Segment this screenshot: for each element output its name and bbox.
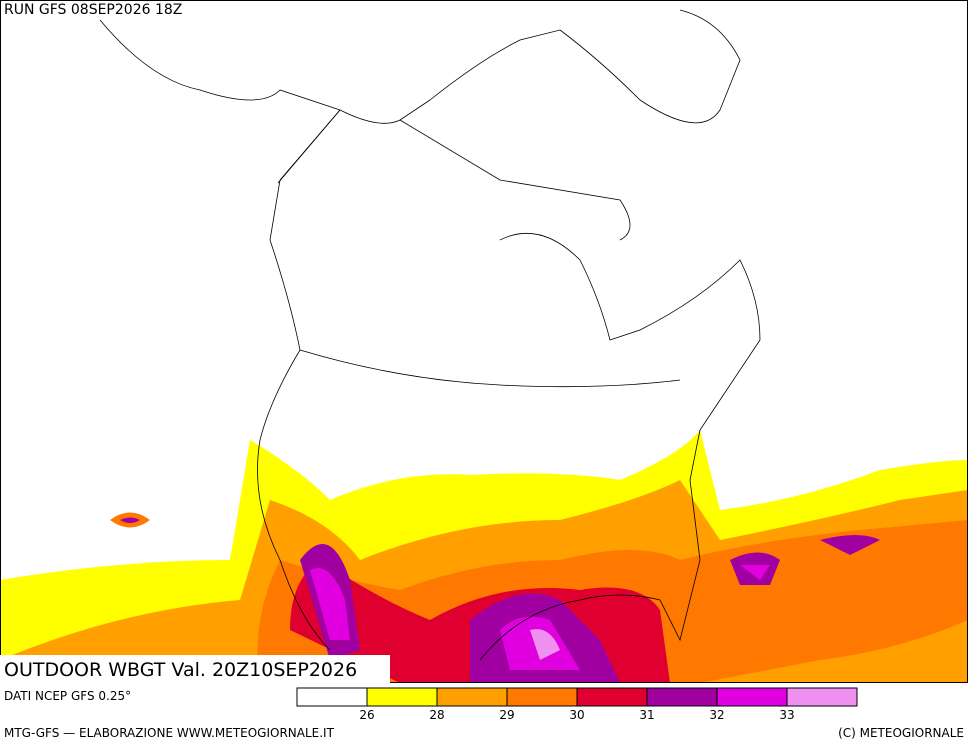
legend-tick-label: 31 [639,708,654,722]
legend-swatch [296,687,368,707]
legend-swatch [366,687,438,707]
heat-area [300,535,880,683]
legend-swatch [786,687,858,707]
coastlines [99,9,761,661]
legend-swatch [576,687,648,707]
title-box [0,655,390,683]
legend-swatch [646,687,718,707]
heat-area [310,565,770,670]
heat-area [120,517,140,523]
copyright-label: (C) METEOGIORNALE [838,726,964,740]
legend-tick-label: 28 [429,708,444,722]
legend-tick-label: 30 [569,708,584,722]
legend-tick-label: 26 [359,708,374,722]
heat-field [0,430,968,683]
legend-tick-label: 33 [779,708,794,722]
map: RUN GFS 08SEP2026 18Z OUTDOOR WBGT Val. … [0,0,968,683]
map-title: OUTDOOR WBGT Val. 20Z10SEP2026 [4,659,357,681]
legend-tick-label: 29 [499,708,514,722]
legend-swatch [716,687,788,707]
legend-tick-label: 32 [709,708,724,722]
run-label: RUN GFS 08SEP2026 18Z [4,2,182,18]
legend-swatch [436,687,508,707]
legend-swatch [506,687,578,707]
credits-label: MTG-GFS — ELABORAZIONE WWW.METEOGIORNALE… [4,726,335,740]
source-label: DATI NCEP GFS 0.25° [4,689,131,703]
heat-area [530,629,560,660]
color-legend: 26 28 29 30 31 32 33 [296,687,858,722]
